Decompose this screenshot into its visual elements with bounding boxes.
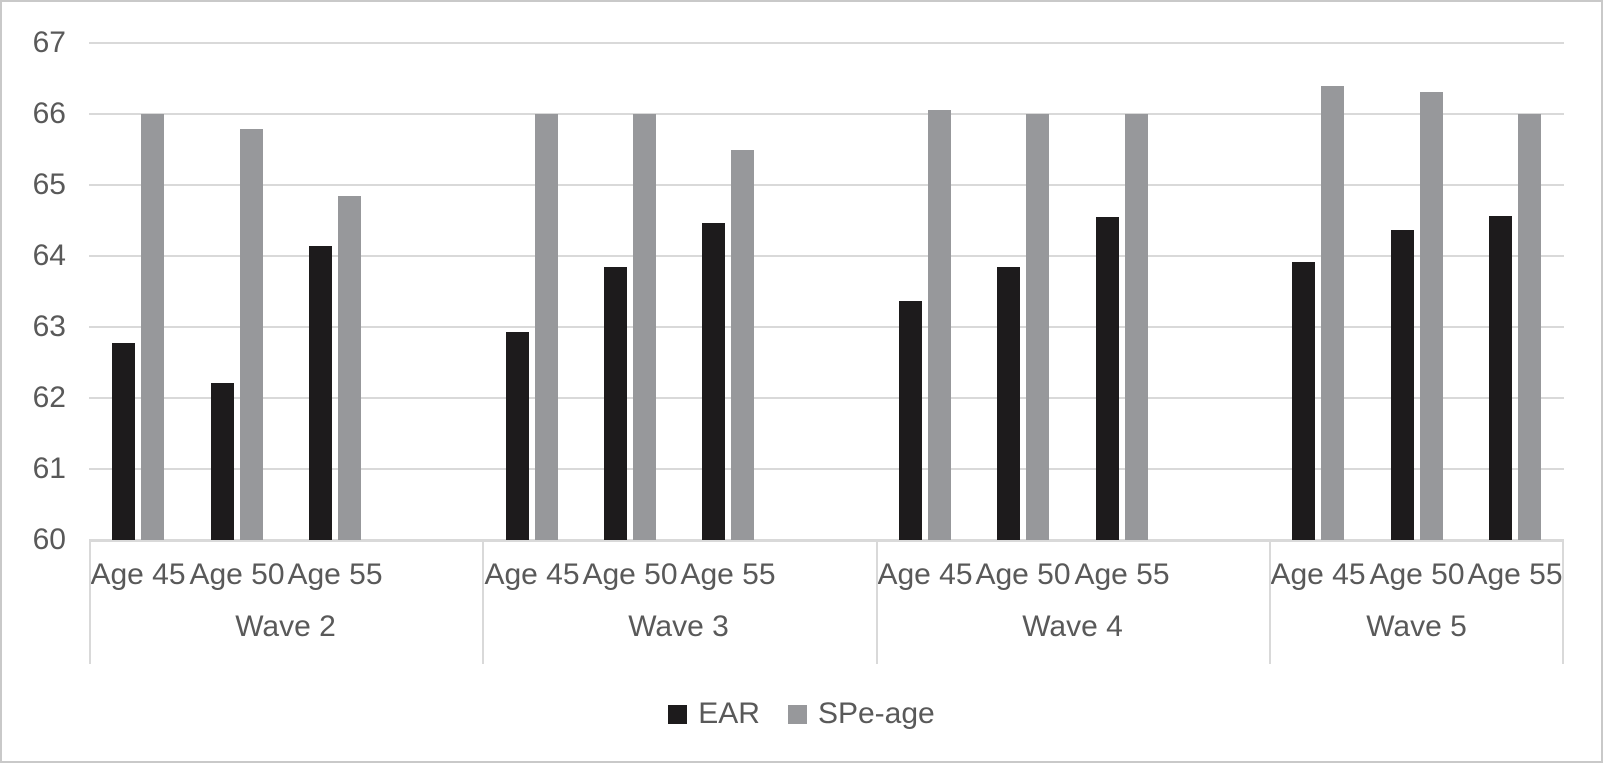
bar-spe-age-wave3-age50 <box>633 114 656 540</box>
x-group-label: Wave 3 <box>628 610 729 643</box>
gridline-67 <box>89 42 1564 44</box>
bar-ear-wave5-age50 <box>1391 230 1414 540</box>
plot-area <box>89 42 1564 541</box>
bar-spe-age-wave2-age55 <box>338 196 361 540</box>
gridline-63 <box>89 326 1564 328</box>
x-category-label: Age 45 <box>484 558 580 591</box>
x-category-label: Age 50 <box>189 558 285 591</box>
bar-spe-age-wave5-age50 <box>1420 92 1443 540</box>
x-category-label: Age 50 <box>1369 558 1465 591</box>
bar-spe-age-wave3-age55 <box>731 150 754 540</box>
bar-ear-wave3-age55 <box>702 223 725 540</box>
x-group-label: Wave 5 <box>1366 610 1467 643</box>
group-separator <box>1269 542 1271 664</box>
bar-spe-age-wave5-age55 <box>1518 114 1541 540</box>
bar-ear-wave3-age50 <box>604 267 627 540</box>
y-tick-label-64: 64 <box>32 239 66 272</box>
gridline-64 <box>89 255 1564 257</box>
y-tick-label-67: 67 <box>32 26 66 59</box>
x-category-label: Age 45 <box>877 558 973 591</box>
group-separator <box>89 542 91 664</box>
gridline-65 <box>89 184 1564 186</box>
bar-spe-age-wave4-age45 <box>928 110 951 540</box>
bar-ear-wave5-age55 <box>1489 216 1512 540</box>
gridline-66 <box>89 113 1564 115</box>
x-category-label: Age 55 <box>1467 558 1563 591</box>
y-tick-label-63: 63 <box>32 310 66 343</box>
x-axis-band: Age 45 Age 50 Age 55 Wave 2 Age 45 Age 50 Age … <box>89 540 1564 664</box>
bar-ear-wave2-age45 <box>112 343 135 540</box>
x-category-label: Age 50 <box>975 558 1071 591</box>
bar-ear-wave3-age45 <box>506 332 529 540</box>
bar-ear-wave4-age45 <box>899 301 922 540</box>
y-tick-label-65: 65 <box>32 168 66 201</box>
bar-ear-wave2-age50 <box>211 383 234 540</box>
gridline-62 <box>89 397 1564 399</box>
x-category-label: Age 55 <box>287 558 383 591</box>
group-separator <box>482 542 484 664</box>
legend-item-spe-age: SPe-age <box>787 697 935 731</box>
bar-spe-age-wave4-age55 <box>1125 114 1148 540</box>
x-category-label: Age 55 <box>680 558 776 591</box>
gridline-61 <box>89 468 1564 470</box>
x-category-label: Age 45 <box>90 558 186 591</box>
legend-swatch-ear <box>668 704 688 724</box>
x-category-label: Age 45 <box>1270 558 1366 591</box>
bar-ear-wave2-age55 <box>309 246 332 540</box>
legend: EAR SPe-age <box>2 694 1601 734</box>
x-group-label: Wave 2 <box>235 610 336 643</box>
bar-spe-age-wave4-age50 <box>1026 114 1049 540</box>
legend-label-ear: EAR <box>698 697 760 730</box>
y-tick-label-60: 60 <box>32 523 66 556</box>
y-tick-label-61: 61 <box>32 452 66 485</box>
bar-spe-age-wave2-age45 <box>141 114 164 540</box>
x-category-label: Age 50 <box>582 558 678 591</box>
x-group-label: Wave 4 <box>1022 610 1123 643</box>
bar-ear-wave5-age45 <box>1292 262 1315 540</box>
group-separator <box>1562 542 1564 664</box>
y-tick-label-62: 62 <box>32 381 66 414</box>
y-tick-label-66: 66 <box>32 97 66 130</box>
x-category-label: Age 55 <box>1074 558 1170 591</box>
legend-label-spe-age: SPe-age <box>817 697 935 730</box>
bar-spe-age-wave5-age45 <box>1321 86 1344 540</box>
bar-ear-wave4-age55 <box>1096 217 1119 540</box>
bar-spe-age-wave3-age45 <box>535 114 558 540</box>
group-separator <box>876 542 878 664</box>
bar-spe-age-wave2-age50 <box>240 129 263 540</box>
bar-ear-wave4-age50 <box>997 267 1020 540</box>
legend-item-ear: EAR <box>668 697 760 731</box>
legend-swatch-spe-age <box>787 704 807 724</box>
